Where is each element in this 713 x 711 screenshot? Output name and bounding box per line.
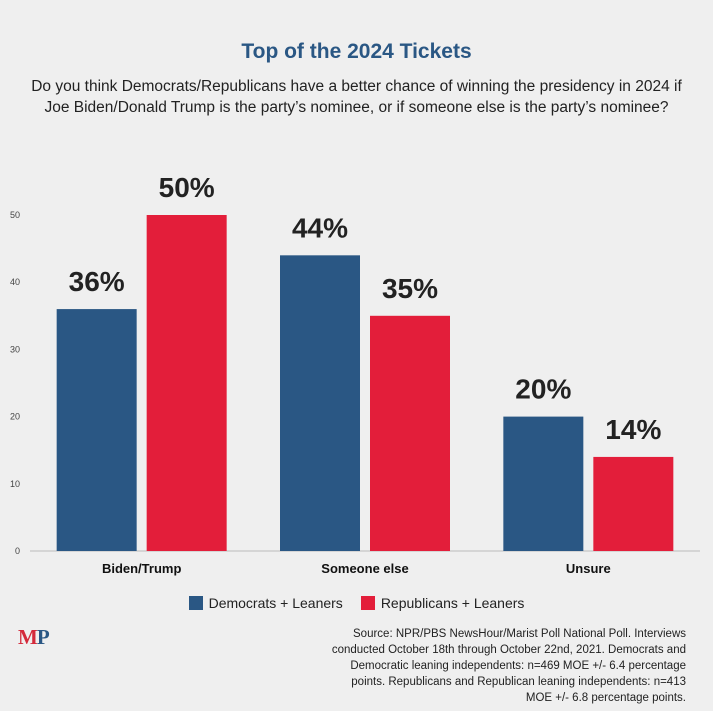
data-label: 35%	[382, 273, 438, 304]
bar	[56, 309, 137, 551]
y-tick-label: 50	[10, 210, 20, 220]
y-tick-label: 40	[10, 277, 20, 287]
legend-label-democrats: Democrats + Leaners	[208, 595, 343, 611]
data-label: 36%	[69, 266, 125, 297]
legend-label-republicans: Republicans + Leaners	[380, 595, 525, 611]
legend-item-republicans: Republicans + Leaners	[360, 595, 525, 611]
y-tick-label: 20	[10, 412, 20, 422]
bar	[503, 416, 584, 551]
legend: Democrats + Leaners Republicans + Leaner…	[0, 595, 713, 611]
x-category-label: Unsure	[566, 561, 611, 576]
data-label: 20%	[515, 374, 571, 405]
data-label: 50%	[159, 172, 215, 203]
marist-poll-logo: MP	[18, 625, 50, 649]
source-note: Source: NPR/PBS NewsHour/Marist Poll Nat…	[331, 628, 686, 704]
bar-chart: 0 10 20 30 40 50 36% 50% Biden/Trump 44% 35% Someon…	[10, 172, 700, 576]
chart-subtitle: Do you think Democrats/Republicans have …	[31, 78, 682, 116]
bar	[146, 215, 227, 551]
chart-title: Top of the 2024 Tickets	[241, 40, 472, 63]
y-tick-label: 30	[10, 344, 20, 354]
data-label: 14%	[605, 414, 661, 445]
legend-swatch-republicans	[360, 596, 375, 610]
bar	[370, 315, 450, 551]
legend-swatch-democrats	[188, 596, 203, 610]
y-tick-label: 0	[15, 546, 20, 556]
legend-item-democrats: Democrats + Leaners	[188, 595, 343, 611]
x-category-label: Biden/Trump	[102, 561, 182, 576]
x-category-label: Someone else	[321, 561, 408, 576]
bar	[280, 255, 360, 551]
data-label: 44%	[292, 212, 348, 243]
y-tick-label: 10	[10, 479, 20, 489]
bar	[593, 456, 674, 551]
